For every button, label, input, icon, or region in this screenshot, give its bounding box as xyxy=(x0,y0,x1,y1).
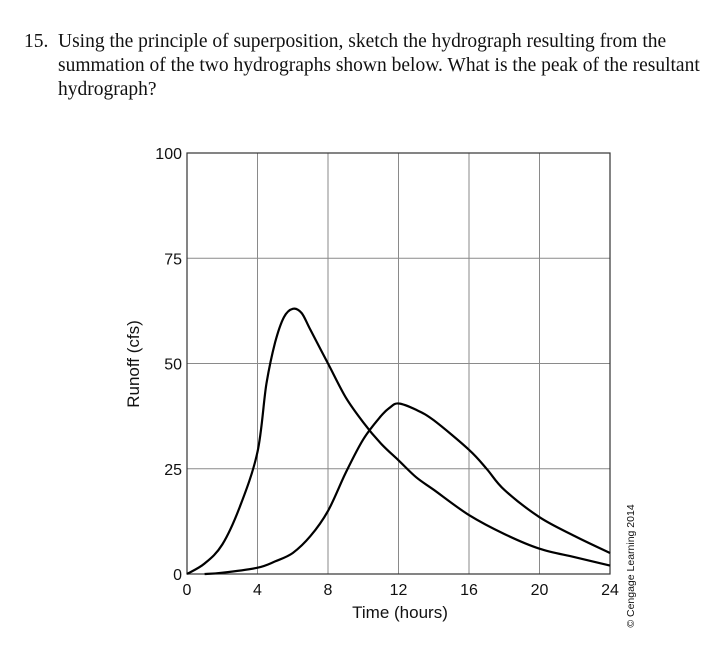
hydrograph-curves xyxy=(186,307,611,576)
x-tick-label: 12 xyxy=(390,582,408,599)
question-prompt: Using the principle of superposition, sk… xyxy=(58,31,700,100)
y-tick-label: 100 xyxy=(155,146,182,163)
plot-frame xyxy=(186,152,611,575)
y-axis-ticks: 0 25 50 75 100 xyxy=(155,146,182,584)
copyright-notice: © Cengage Learning 2014 xyxy=(625,504,637,627)
y-tick-label: 0 xyxy=(173,567,182,584)
y-axis-label: Runoff (cfs) xyxy=(124,320,143,408)
x-axis-ticks: 0 4 8 12 16 20 24 xyxy=(183,582,619,599)
question-text-block: 15. Using the principle of superposition… xyxy=(24,30,704,102)
x-tick-label: 0 xyxy=(183,582,192,599)
question-number: 15. xyxy=(24,31,49,52)
x-axis-label: Time (hours) xyxy=(352,603,448,622)
hydrograph-1-curve xyxy=(186,307,611,575)
chart-grid xyxy=(187,153,610,574)
y-tick-label: 25 xyxy=(164,462,182,479)
x-tick-label: 20 xyxy=(531,582,549,599)
x-tick-label: 24 xyxy=(601,582,619,599)
y-tick-label: 75 xyxy=(164,251,182,268)
x-tick-label: 8 xyxy=(324,582,333,599)
x-tick-label: 16 xyxy=(460,582,478,599)
y-tick-label: 50 xyxy=(164,357,182,374)
hydrograph-2-curve xyxy=(204,402,611,576)
x-tick-label: 4 xyxy=(253,582,262,599)
